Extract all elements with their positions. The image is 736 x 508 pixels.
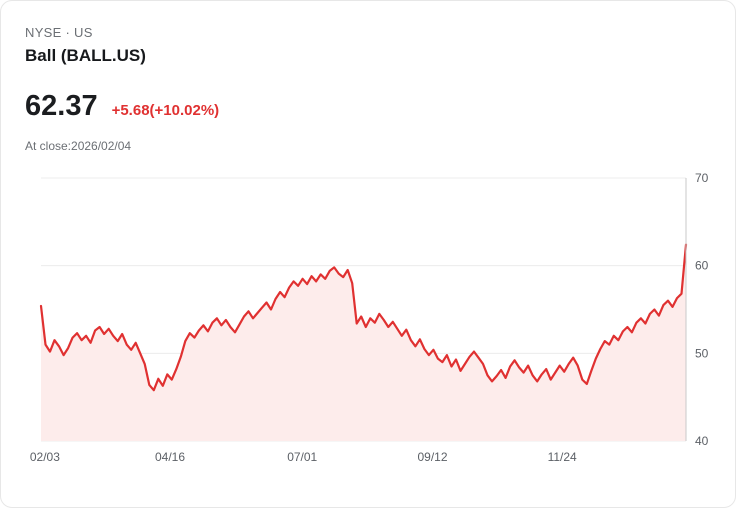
price-chart[interactable]: 70 60 50 40 02/03 04/16 07/01 09/12 11/24 <box>1 164 736 504</box>
x-axis-tick-label: 11/24 <box>548 450 577 464</box>
last-price: 62.37 <box>25 90 98 122</box>
x-axis-tick-label: 02/03 <box>30 450 60 464</box>
quote-header: NYSE · US Ball (BALL.US) 62.37 +5.68(+10… <box>1 1 735 153</box>
price-line <box>39 243 688 392</box>
y-axis-tick-label: 60 <box>695 259 709 273</box>
price-row: 62.37 +5.68(+10.02%) <box>25 90 711 123</box>
y-axis-tick-label: 50 <box>695 346 709 360</box>
price-change: +5.68(+10.02%) <box>111 102 220 119</box>
x-axis-tick-label: 04/16 <box>155 450 185 464</box>
x-axis-tick-label: 07/01 <box>287 450 317 464</box>
as-of-label: At close:2026/02/04 <box>25 139 132 153</box>
stock-name: Ball (BALL.US) <box>25 46 146 65</box>
x-axis-tick-label: 09/12 <box>417 450 447 464</box>
y-axis-tick-label: 40 <box>695 434 709 448</box>
y-axis-tick-label: 70 <box>695 171 709 185</box>
price-area-fill <box>41 244 686 441</box>
exchange-label: NYSE · US <box>25 25 93 40</box>
